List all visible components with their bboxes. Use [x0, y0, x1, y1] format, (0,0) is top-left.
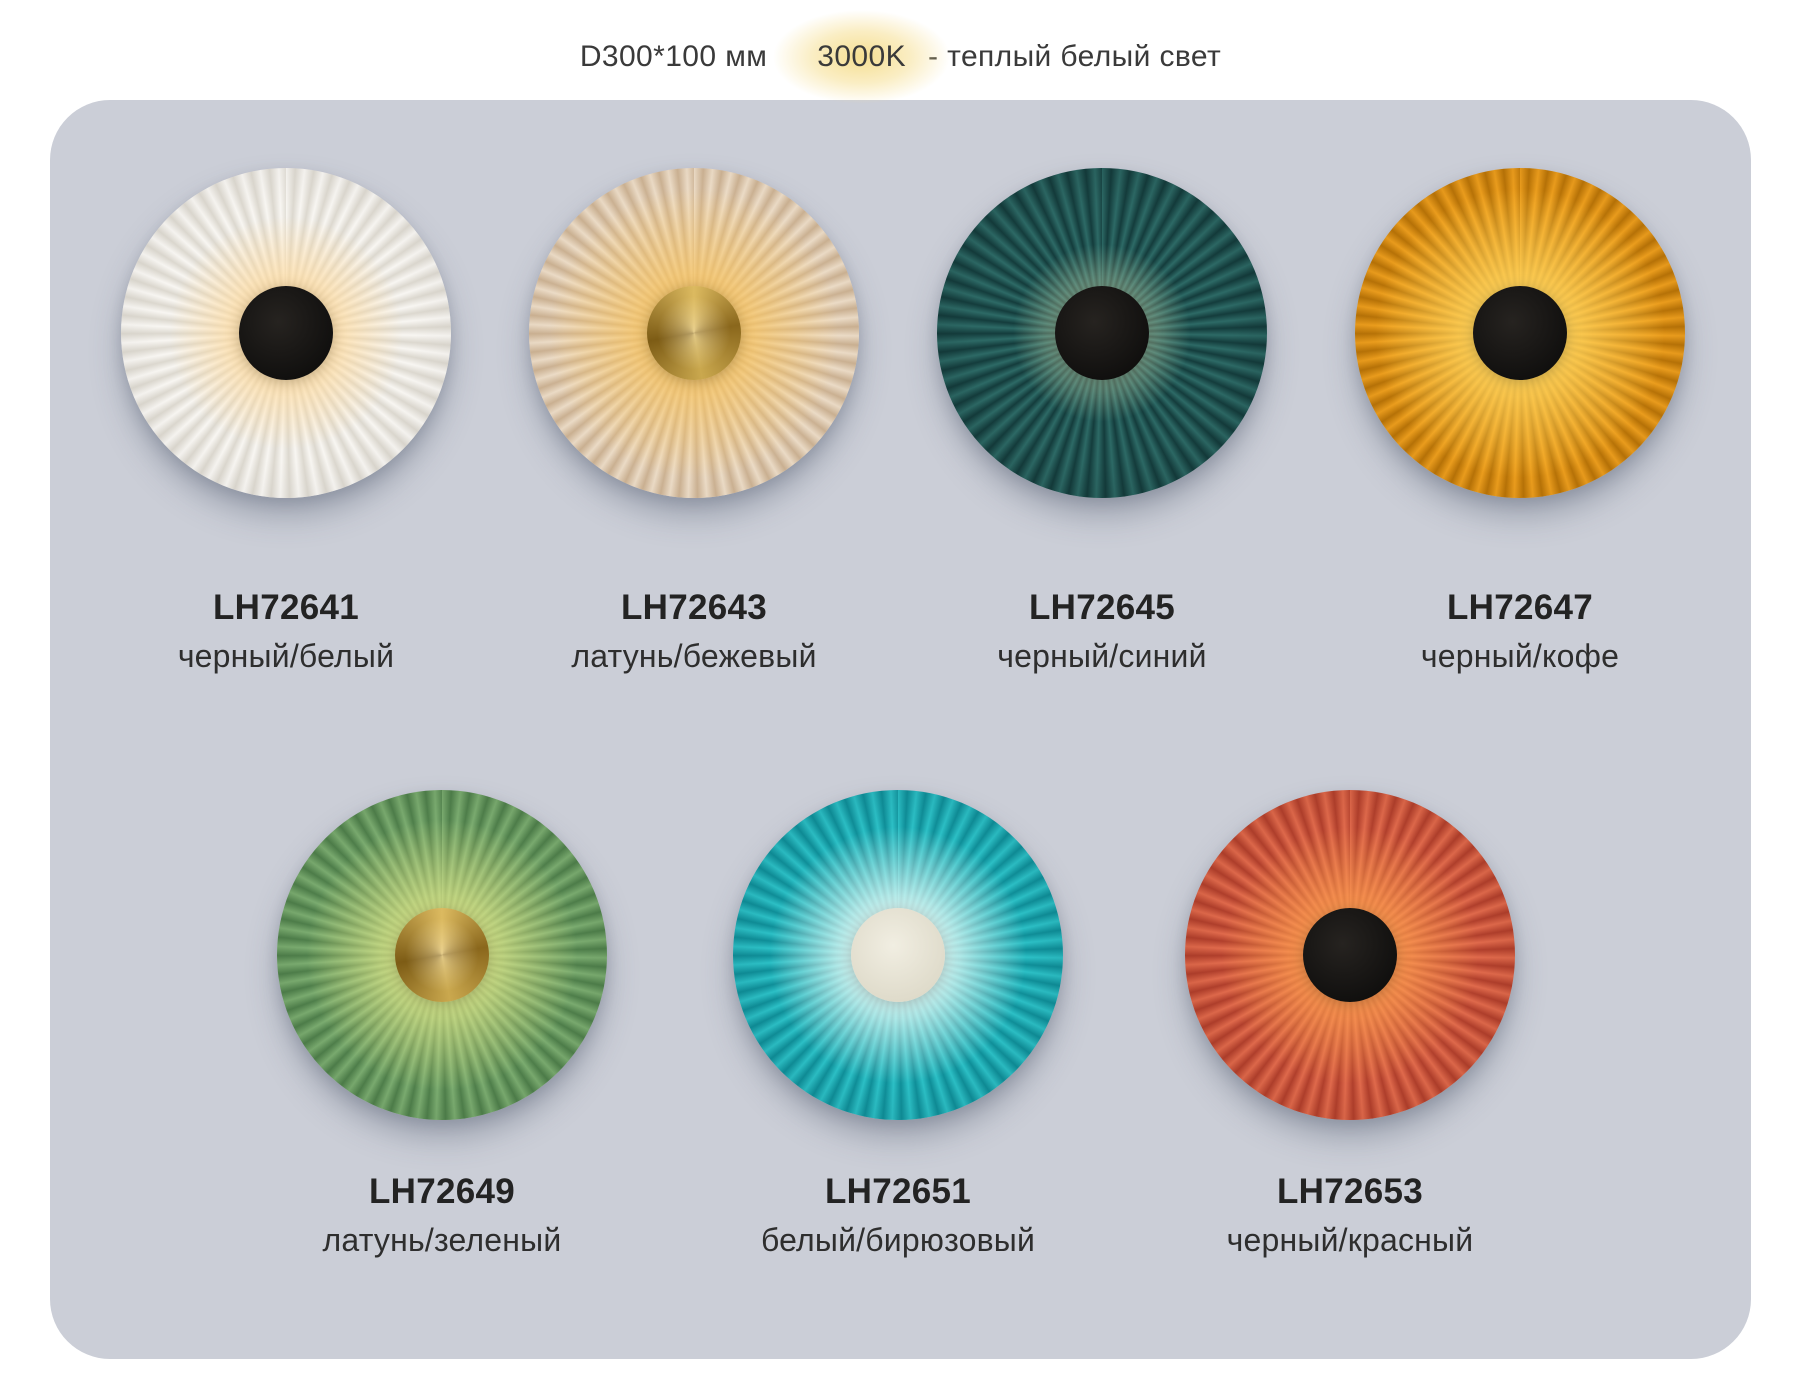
lamp-center-cap: [395, 908, 489, 1002]
lamp-center-cap: [1473, 286, 1567, 380]
lamp-center-cap: [1303, 908, 1397, 1002]
page-header: D300*100 мм 3000K - теплый белый свет: [0, 10, 1801, 104]
product-card: LH72649 латунь/зеленый: [232, 790, 652, 1259]
product-code: LH72641: [212, 588, 360, 627]
product-card: LH72641 черный/белый: [76, 168, 496, 675]
lamp-image: [937, 168, 1267, 498]
product-color-name: черный/кофе: [1420, 638, 1620, 674]
lamp-center-cap: [239, 286, 333, 380]
light-temperature-label: 3000K - теплый белый свет: [773, 10, 1222, 104]
lamp-image: [529, 168, 859, 498]
product-code: LH72649: [368, 1172, 516, 1211]
product-code: LH72645: [1028, 588, 1176, 627]
lamp-center-cap: [647, 286, 741, 380]
temperature-description: - теплый белый свет: [928, 40, 1222, 73]
product-code: LH72643: [620, 588, 768, 627]
product-color-name: латунь/зеленый: [322, 1222, 562, 1258]
product-card: LH72643 латунь/бежевый: [484, 168, 904, 675]
lamp-image: [733, 790, 1063, 1120]
lamp-image: [1355, 168, 1685, 498]
lamp-image: [121, 168, 451, 498]
product-color-name: черный/белый: [177, 638, 395, 674]
product-code: LH72651: [824, 1172, 972, 1211]
product-code: LH72653: [1276, 1172, 1424, 1211]
dimensions-label: D300*100 мм: [579, 40, 768, 73]
lamp-center-cap: [1055, 286, 1149, 380]
product-card: LH72645 черный/синий: [892, 168, 1312, 675]
products-panel: LH72641 черный/белый LH72643 латунь/беже…: [50, 100, 1751, 1359]
temperature-highlight: 3000K: [773, 10, 950, 104]
product-color-name: черный/синий: [997, 638, 1207, 674]
product-card: LH72647 черный/кофе: [1310, 168, 1730, 675]
lamp-image: [1185, 790, 1515, 1120]
product-card: LH72651 белый/бирюзовый: [688, 790, 1108, 1259]
product-card: LH72653 черный/красный: [1140, 790, 1560, 1259]
lamp-center-cap: [851, 908, 945, 1002]
lamp-image: [277, 790, 607, 1120]
product-color-name: латунь/бежевый: [571, 638, 817, 674]
product-color-name: белый/бирюзовый: [760, 1222, 1036, 1258]
product-color-name: черный/красный: [1226, 1222, 1474, 1258]
product-code: LH72647: [1446, 588, 1594, 627]
